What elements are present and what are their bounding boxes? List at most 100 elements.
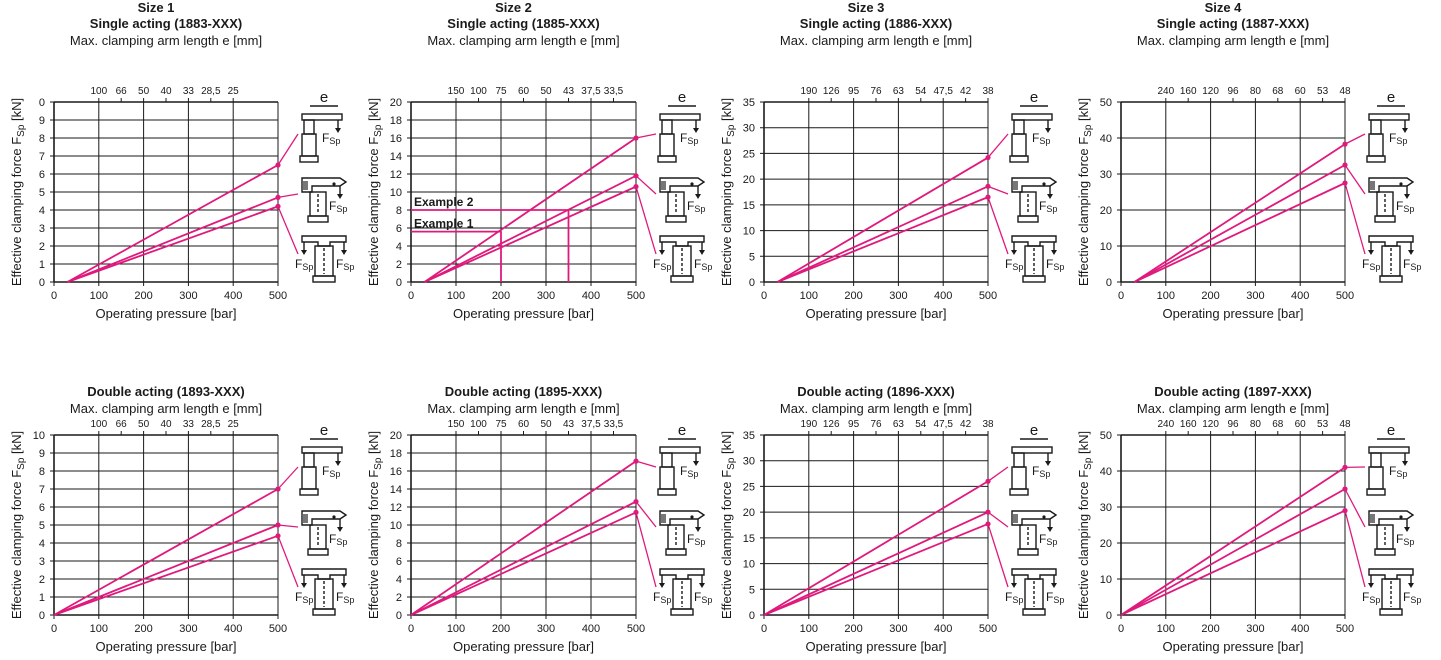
x-tick-label: 300 [889,290,907,302]
top-axis-label: 240 [1157,419,1174,430]
y-tick-label: 3 [39,223,45,235]
clamp-double-arm-icon: FSp FSp [295,235,354,283]
y-tick-label: 7 [39,484,45,496]
top-axis-label: 160 [1180,419,1197,430]
clamp-arm [301,113,343,121]
top-axis-label: 95 [848,86,860,97]
clamp-body [659,133,675,157]
y-tick-label: 50 [1100,97,1112,109]
chart-subtitle: Max. clamping arm length e [mm] [780,401,972,416]
clamp-base [299,488,319,496]
clamp-body [301,133,317,157]
y-tick-label: 12 [390,502,402,514]
series-line-2 [410,500,637,616]
x-tick-label: 0 [408,623,414,635]
leader-line [635,512,657,588]
x-tick-label: 500 [269,623,287,635]
chart-subtitle: Max. clamping arm length e [mm] [427,401,619,416]
y-tick-label: 20 [390,430,402,442]
y-tick-label: 30 [1100,169,1112,181]
y-tick-label: 5 [39,187,45,199]
clamp-double-arm-icon: FSp FSp [1005,235,1064,283]
force-arrowhead-left [301,250,307,255]
leader-line [987,133,1009,158]
leader-line [1344,133,1366,145]
clamp-arm [301,510,348,526]
y-tick-label: 10 [1100,241,1112,253]
chart-title: Single acting (1886-XXX) [800,16,952,31]
leader-line [987,466,1009,482]
series-line-3 [410,511,637,616]
clamp-base [1017,548,1039,556]
top-axis-label: 150 [448,86,465,97]
pivot-point [1042,182,1046,186]
clamp-double-arm-icon: FSp FSp [1362,568,1421,616]
top-axis-label: 54 [915,86,927,97]
force-label-left: FSp [653,257,671,272]
top-axis-label: 60 [1295,86,1307,97]
clamp-straight-icon: e FSp [1009,89,1053,163]
top-axis-label: 150 [448,419,465,430]
force-arrowhead-right [1051,250,1057,255]
x-tick-label: 200 [492,290,510,302]
y-tick-label: 10 [743,559,755,571]
x-tick-label: 500 [979,623,997,635]
x-tick-label: 0 [408,290,414,302]
force-arrowhead [337,194,343,199]
chart-title: Single acting (1885-XXX) [447,16,599,31]
clamp-body [659,466,675,490]
clamp-base [1366,155,1386,163]
chart-subtitle: Max. clamping arm length e [mm] [1137,401,1329,416]
x-tick-label: 100 [800,623,818,635]
chart-panel-5: Double acting (1893-XXX) Max. clamping ar… [9,384,354,654]
pivot-point [1399,182,1403,186]
y-tick-label: 15 [743,533,755,545]
example-label: Example 1 [414,217,474,231]
top-axis-label: 50 [540,419,552,430]
dimension-label-e: e [1030,89,1038,106]
series-line-1 [1133,143,1346,283]
leader-line [635,133,657,139]
clamp-arm [1011,235,1057,247]
x-tick-label: 500 [269,290,287,302]
clamp-arm [301,177,348,193]
y-tick-label: 6 [396,223,402,235]
y-tick-label: 8 [39,133,45,145]
clamp-double-arm-icon: FSp FSp [653,235,712,283]
series-line-3 [763,523,989,616]
series-point [985,183,991,189]
top-axis-label: 126 [823,86,840,97]
x-tick-label: 0 [51,290,57,302]
clamp-double-arm-icon: FSp FSp [653,568,712,616]
y-tick-label: 7 [39,151,45,163]
clamp-arm-icon: FSp [301,510,348,556]
y-tick-label: 30 [1100,502,1112,514]
leader-line [277,466,299,490]
pivot-point [690,182,694,186]
force-label-left: FSp [1362,590,1380,605]
top-axis-label: 120 [1202,86,1219,97]
leader-line [277,133,299,166]
force-arrowhead [1402,461,1408,466]
force-arrowhead-left [1011,583,1017,588]
y-tick-label: 8 [396,205,402,217]
clamp-arm [1368,177,1415,193]
top-axis-label: 66 [116,86,128,97]
dimension-label-e: e [678,89,686,106]
force-arrowhead-left [1368,250,1374,255]
series-line-3 [424,185,637,283]
force-label-right: FSp [1403,590,1421,605]
leader-line [635,186,657,255]
x-axis-label: Operating pressure [bar] [1163,306,1304,321]
top-axis-label: 96 [1227,86,1239,97]
y-tick-label: 12 [390,169,402,181]
x-tick-label: 400 [934,623,952,635]
top-axis-label: 38 [982,419,994,430]
series-line-2 [1120,488,1346,616]
top-axis-label: 25 [228,86,240,97]
force-arrowhead [1045,461,1051,466]
dimension-label-e: e [1387,89,1395,106]
clamp-arm [1368,568,1414,580]
force-arrowhead [335,128,341,133]
